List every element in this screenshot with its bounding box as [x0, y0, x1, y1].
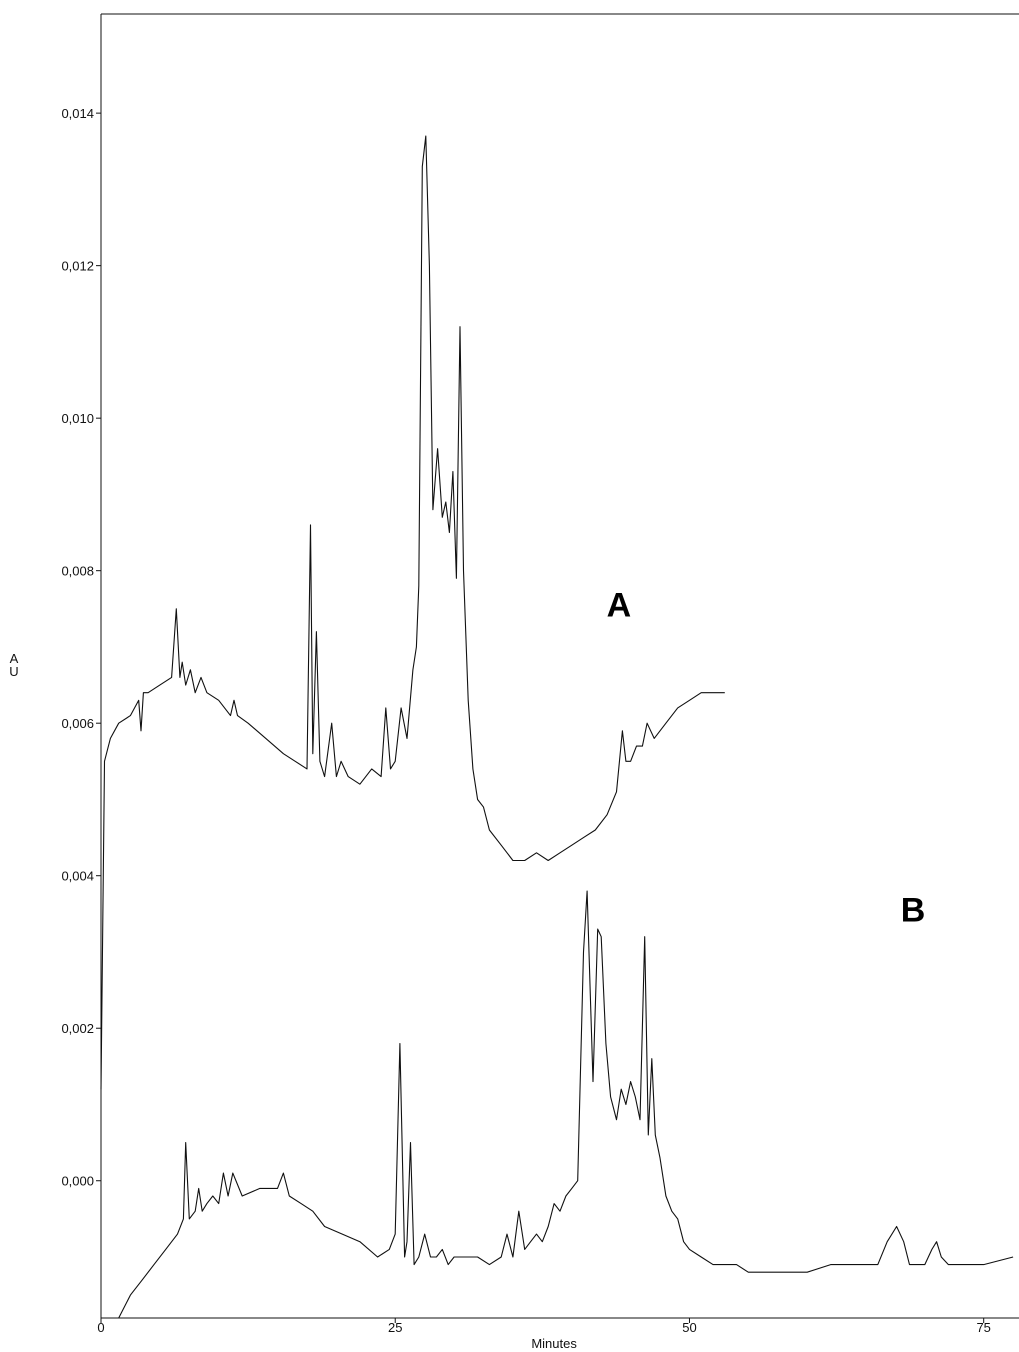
y-tick-label: 0,012	[61, 259, 94, 274]
x-tick-label: 0	[97, 1320, 104, 1335]
y-tick-label: 0,010	[61, 411, 94, 426]
y-tick-label: 0,000	[61, 1174, 94, 1189]
traces	[100, 135, 1014, 1319]
y-axis: 0,000 0,002 0,004 0,006 0,008 0,010 0,012 0,014	[61, 106, 101, 1189]
y-axis-title-char: A	[10, 651, 19, 666]
y-axis-title: AU	[9, 651, 18, 679]
y-tick-label: 0,006	[61, 716, 94, 731]
trace-label-b: B	[901, 891, 926, 929]
trace-a	[100, 135, 725, 1090]
plot-frame	[100, 13, 1019, 1319]
trace-b	[118, 890, 1014, 1319]
trace-labels: AB	[607, 586, 926, 929]
x-tick-label: 25	[388, 1320, 402, 1335]
y-tick-label: 0,002	[61, 1021, 94, 1036]
x-axis: 0 25 50 75	[97, 1318, 991, 1335]
y-tick-label: 0,004	[61, 869, 94, 884]
x-tick-label: 50	[682, 1320, 696, 1335]
x-tick-label: 75	[976, 1320, 990, 1335]
trace-label-a: A	[607, 586, 632, 624]
y-tick-label: 0,014	[61, 106, 94, 121]
y-tick-label: 0,008	[61, 564, 94, 579]
y-axis-title-char: U	[9, 664, 18, 679]
x-axis-title: Minutes	[531, 1336, 577, 1351]
